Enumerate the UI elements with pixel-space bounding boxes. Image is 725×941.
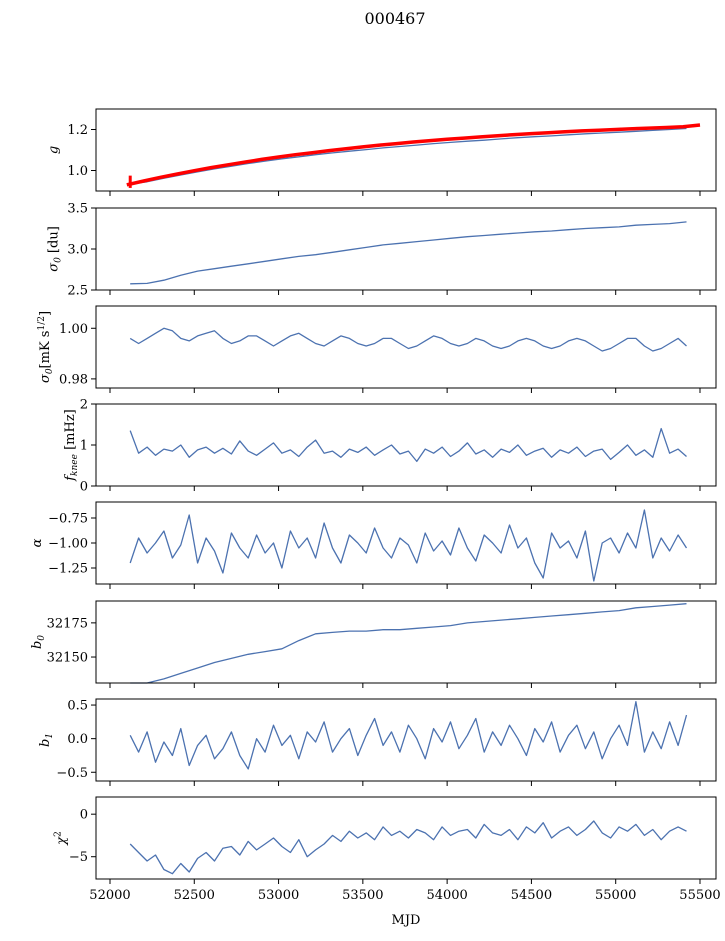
x-tick-label: 52500 (174, 888, 215, 903)
x-tick-label: 55500 (679, 888, 720, 903)
y-tick-label: 3.0 (67, 243, 88, 258)
y-tick-label: −0.75 (48, 512, 88, 527)
y-tick-label: 1 (80, 439, 88, 454)
y-axis-label-base: g (46, 146, 61, 154)
y-axis-label-alpha: α (30, 538, 45, 547)
model-line-g (126, 123, 701, 187)
x-tick-label: 52000 (89, 888, 130, 903)
panel-g: 1.0 1.2 g (46, 108, 717, 196)
y-tick-label: 2.5 (67, 284, 88, 299)
axes-frame-chi2 (95, 796, 717, 880)
y-axis-label-base: σ (46, 262, 61, 272)
y-axis-label-base: σ (38, 373, 53, 383)
y-axis-label-fknee: fknee [mHz] (63, 409, 80, 482)
y-tick-label: 2 (80, 398, 88, 413)
axes-frame-g (95, 108, 717, 192)
y-tick-label: 1.2 (67, 123, 88, 138)
y-axis-label-rest: [mK s (38, 331, 53, 369)
y-tick-label: 0 (80, 480, 88, 495)
axes-frame-b1 (95, 698, 717, 782)
y-tick-label: 32175 (47, 616, 88, 631)
y-tick-label: 1.00 (59, 322, 88, 337)
y-tick-label: 32150 (47, 651, 88, 666)
y-tick-label: 3.5 (67, 202, 88, 217)
y-axis-label-base: χ (55, 836, 70, 846)
axes-frame-sigma0-mk (95, 305, 717, 389)
y-axis-label-sub: 0 (53, 257, 63, 263)
y-tick-label: −1.25 (48, 562, 88, 577)
axes-frame-fknee (95, 403, 717, 487)
x-tick-label: 54000 (426, 888, 467, 903)
y-tick-label: 0 (80, 808, 88, 823)
y-axis-label-rest2: ] (38, 311, 53, 316)
x-tick-label: 54500 (511, 888, 552, 903)
panel-sigma0-du: 2.5 3.0 3.5 σ0 [du] (46, 202, 717, 299)
y-tick-label: 0.5 (67, 699, 88, 714)
y-axis-label-base: α (30, 538, 45, 547)
series-line-chi2 (129, 820, 687, 875)
panel-chi2: 52000 52500 53000 53500 54000 54500 55000 55500… (54, 796, 721, 903)
x-tick-label: 53000 (258, 888, 299, 903)
x-tick-label: 55000 (595, 888, 636, 903)
y-axis-label-rest: [du] (46, 226, 61, 257)
y-axis-label-sub: 1 (45, 733, 55, 739)
panel-b1: −0.5 0.0 0.5 b1 (38, 698, 717, 786)
y-axis-label-sub: knee (70, 454, 80, 476)
y-axis-label-base: f (63, 474, 78, 482)
series-line-b1 (129, 701, 688, 770)
series-line-b0 (130, 603, 687, 684)
series-line-sigma0-mk (129, 327, 687, 352)
y-axis-label-chi2: χ2 (54, 831, 70, 846)
y-axis-label-b1: b1 (38, 733, 55, 747)
y-tick-label: 0.98 (59, 372, 88, 387)
y-axis-label-base: b (38, 739, 53, 747)
series-line-fknee (129, 427, 687, 463)
x-tick-label: 53500 (342, 888, 383, 903)
y-axis-label-rest: [mHz] (63, 409, 78, 454)
axes-frame-b0 (95, 600, 717, 684)
y-tick-label: −1.00 (48, 537, 88, 552)
series-line-g (130, 127, 687, 185)
x-axis-label: MJD (392, 913, 421, 928)
y-tick-label: −0.5 (56, 766, 88, 781)
panel-sigma0-mk: 0.98 1.00 σ0[mK s1/2] (37, 305, 717, 393)
y-tick-label: 1.0 (67, 164, 88, 179)
y-axis-label-base: b (30, 641, 45, 649)
y-axis-label-b0: b0 (30, 635, 47, 649)
y-axis-label-g: g (46, 146, 61, 154)
y-axis-label-sup: 1/2 (37, 316, 47, 330)
y-tick-label: −5 (69, 850, 88, 865)
y-axis-label-sup: 2 (54, 831, 64, 837)
figure-title: 000467 (364, 9, 425, 28)
axes-frame-sigma0-du (95, 207, 717, 291)
y-axis-label-sub: 0 (45, 368, 55, 374)
y-tick-label: 0.0 (67, 732, 88, 747)
y-axis-label-sigma0-du: σ0 [du] (46, 226, 63, 272)
y-axis-label-sigma0-mk: σ0[mK s1/2] (37, 311, 55, 383)
y-axis-label-sub: 0 (37, 635, 47, 641)
series-line-alpha (129, 509, 688, 582)
series-line-sigma0-du (130, 221, 687, 285)
panel-alpha: −1.25 −1.00 −0.75 α (30, 501, 717, 589)
